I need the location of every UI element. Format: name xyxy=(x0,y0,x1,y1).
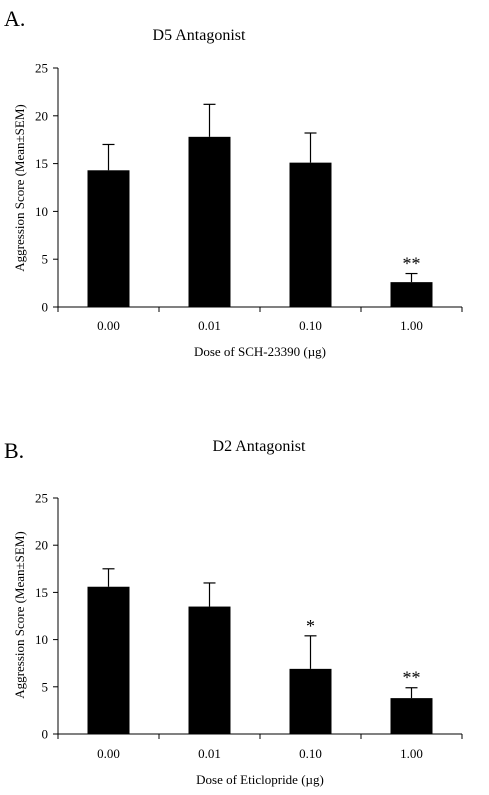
y-tick-label-b: 5 xyxy=(42,679,49,694)
bar-b xyxy=(289,668,332,734)
y-tick-label-b: 10 xyxy=(35,632,48,647)
chart-panel-a: A. D5 Antagonist Aggression Score (Mean±… xyxy=(4,6,463,359)
bar-b xyxy=(188,606,231,734)
y-axis-title-a: Aggression Score (Mean±SEM) xyxy=(12,104,27,271)
significance-marker-b: * xyxy=(306,616,315,636)
x-tick-label-a: 0.00 xyxy=(97,318,120,333)
chart-title-a: D5 Antagonist xyxy=(153,27,246,44)
y-tick-label-a: 0 xyxy=(42,300,49,315)
y-tick-label-a: 10 xyxy=(35,204,48,219)
x-axis-title-a: Dose of SCH-23390 (µg) xyxy=(194,344,326,359)
x-tick-label-a: 0.10 xyxy=(299,318,322,333)
chart-panel-b: B. D2 Antagonist Aggression Score (Mean±… xyxy=(4,438,463,787)
bar-a xyxy=(87,170,130,307)
bar-b xyxy=(87,586,130,734)
bar-a xyxy=(390,282,433,307)
bar-b xyxy=(390,698,433,734)
chart-marks-b: 0 5 10 15 20 25 0.00 0.01 0.10 * 1.00 ** xyxy=(35,491,463,761)
y-tick-label-b: 15 xyxy=(35,585,48,600)
bar-a xyxy=(289,162,332,307)
y-tick-label-a: 5 xyxy=(42,252,49,267)
y-axis-title-b: Aggression Score (Mean±SEM) xyxy=(12,531,27,698)
significance-marker-b: ** xyxy=(403,668,421,688)
y-tick-label-b: 20 xyxy=(35,538,48,553)
y-tick-label-a: 20 xyxy=(35,108,48,123)
x-tick-label-a: 1.00 xyxy=(400,318,423,333)
chart-title-b: D2 Antagonist xyxy=(213,438,306,455)
x-tick-label-b: 1.00 xyxy=(400,746,423,761)
y-tick-label-b: 0 xyxy=(42,727,49,742)
y-tick-label-b: 25 xyxy=(35,491,48,506)
y-tick-label-a: 15 xyxy=(35,156,48,171)
x-tick-label-b: 0.10 xyxy=(299,746,322,761)
bar-a xyxy=(188,136,231,307)
significance-marker-a: ** xyxy=(403,254,421,274)
x-tick-label-a: 0.01 xyxy=(198,318,221,333)
panel-label-b: B. xyxy=(4,438,24,463)
x-tick-label-b: 0.00 xyxy=(97,746,120,761)
y-tick-label-a: 25 xyxy=(35,61,48,76)
panel-label-a: A. xyxy=(4,6,25,31)
chart-marks-a: 0 5 10 15 20 25 0.00 0.01 0.10 1.00 ** xyxy=(35,61,463,333)
x-tick-label-b: 0.01 xyxy=(198,746,221,761)
x-axis-title-b: Dose of Eticlopride (µg) xyxy=(196,772,324,787)
